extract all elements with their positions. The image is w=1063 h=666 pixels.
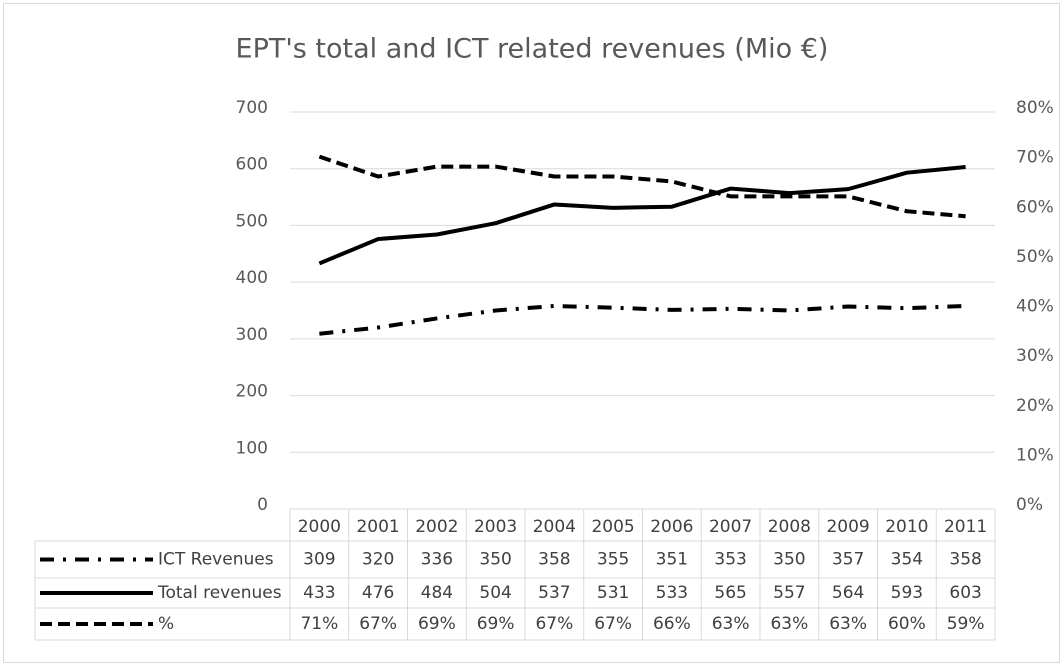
y2-tick-label: 0% (1016, 495, 1043, 515)
y-tick-label: 400 (236, 268, 268, 288)
y-tick-label: 500 (236, 211, 268, 231)
table-value: 63% (829, 614, 867, 634)
y-tick-label: 600 (236, 155, 268, 175)
x-tick-label: 2011 (944, 517, 987, 537)
table-value: 484 (421, 583, 453, 603)
table-value: 354 (891, 550, 923, 570)
y2-tick-label: 40% (1016, 297, 1054, 317)
x-tick-label: 2002 (415, 517, 458, 537)
table-value: 67% (535, 614, 573, 634)
table-value: 69% (418, 614, 456, 634)
chart-border (3, 3, 1060, 663)
table-value: 564 (832, 583, 864, 603)
x-tick-label: 2005 (591, 517, 634, 537)
legend-label: ICT Revenues (158, 550, 274, 570)
table-value: 350 (479, 550, 511, 570)
y2-tick-label: 80% (1016, 98, 1054, 118)
y-tick-label: 300 (236, 325, 268, 345)
table-value: 358 (538, 550, 570, 570)
table-value: 557 (773, 583, 805, 603)
y2-tick-label: 70% (1016, 148, 1054, 168)
table-value: 355 (597, 550, 629, 570)
table-value: 603 (949, 583, 981, 603)
x-tick-label: 2009 (826, 517, 869, 537)
y2-tick-label: 20% (1016, 396, 1054, 416)
table-value: 504 (479, 583, 511, 603)
line-series (319, 303, 966, 336)
table-value: 60% (888, 614, 926, 634)
table-value: 433 (303, 583, 335, 603)
line-series (318, 165, 966, 266)
table-value: 71% (300, 614, 338, 634)
table-value: 565 (714, 583, 746, 603)
table-value: 537 (538, 583, 570, 603)
x-tick-label: 2001 (356, 517, 399, 537)
table-value: 476 (362, 583, 394, 603)
table-value: 531 (597, 583, 629, 603)
x-tick-label: 2003 (474, 517, 517, 537)
y2-tick-label: 10% (1016, 445, 1054, 465)
table-value: 350 (773, 550, 805, 570)
table-value: 309 (303, 550, 335, 570)
table-value: 66% (653, 614, 691, 634)
y2-tick-label: 60% (1016, 197, 1054, 217)
data-table: 2000 2001 2002 2003 2004 2005 2006 2007 2008 2009… (34, 508, 996, 641)
table-value: 320 (362, 550, 394, 570)
y-tick-label: 0 (257, 495, 268, 515)
y2-tick-label: 50% (1016, 247, 1054, 267)
line-series (318, 154, 966, 219)
table-value: 59% (947, 614, 985, 634)
table-value: 67% (594, 614, 632, 634)
chart-title: EPT's total and ICT related revenues (Mi… (236, 34, 829, 65)
table-value: 353 (714, 550, 746, 570)
x-tick-label: 2007 (709, 517, 752, 537)
table-value: 63% (712, 614, 750, 634)
table-value: 336 (421, 550, 453, 570)
table-value: 351 (656, 550, 688, 570)
table-value: 533 (656, 583, 688, 603)
x-tick-label: 2004 (533, 517, 576, 537)
y-tick-label: 200 (236, 382, 268, 402)
y2-tick-label: 30% (1016, 346, 1054, 366)
x-tick-label: 2010 (885, 517, 928, 537)
table-value: 358 (949, 550, 981, 570)
y-tick-label: 100 (236, 438, 268, 458)
legend-label: Total revenues (157, 583, 282, 603)
x-tick-label: 2006 (650, 517, 693, 537)
x-tick-label: 2000 (298, 517, 341, 537)
y-tick-label: 700 (236, 98, 268, 118)
table-value: 357 (832, 550, 864, 570)
table-value: 63% (770, 614, 808, 634)
x-tick-label: 2008 (768, 517, 811, 537)
table-value: 67% (359, 614, 397, 634)
table-value: 69% (477, 614, 515, 634)
legend-label: % (158, 614, 174, 634)
table-value: 593 (891, 583, 923, 603)
